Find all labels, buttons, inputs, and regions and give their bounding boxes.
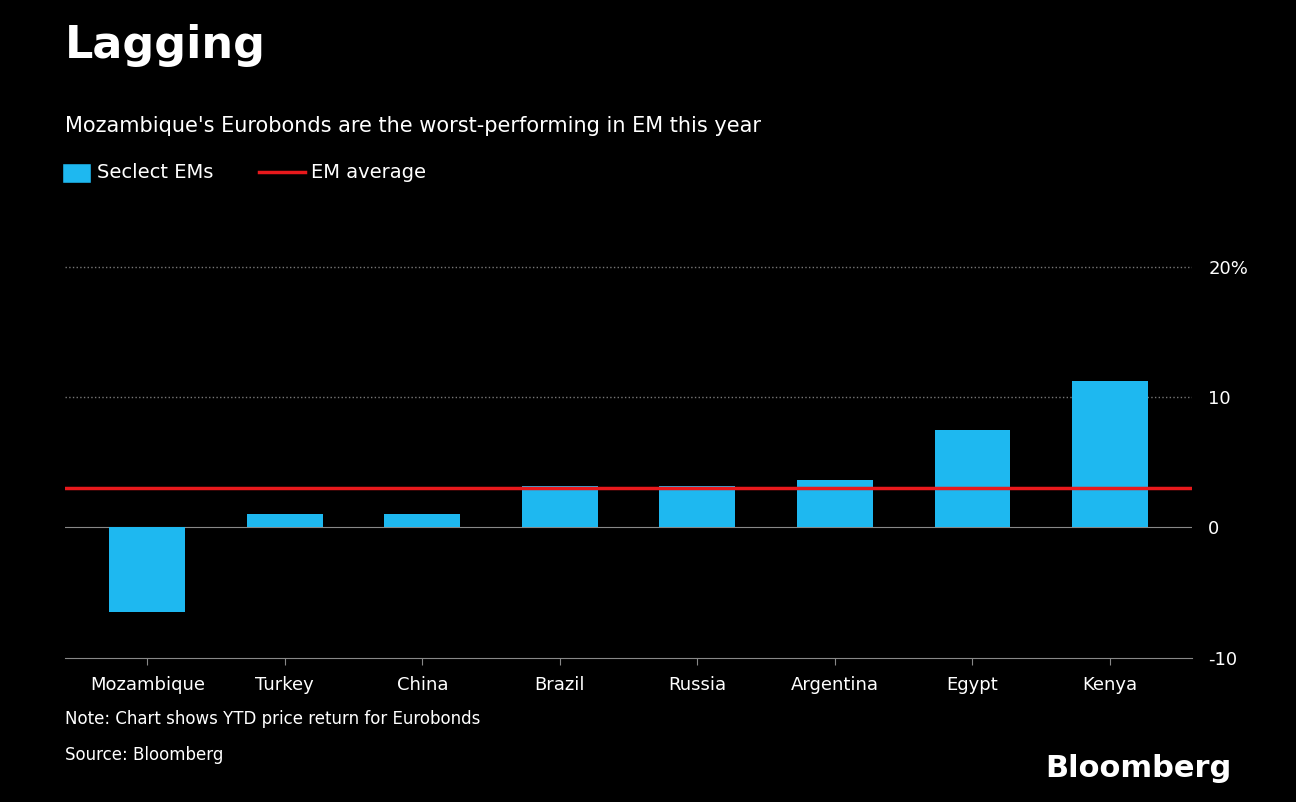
Text: Bloomberg: Bloomberg xyxy=(1045,754,1231,783)
Text: Note: Chart shows YTD price return for Eurobonds: Note: Chart shows YTD price return for E… xyxy=(65,710,481,727)
Bar xyxy=(797,480,872,528)
Bar xyxy=(934,430,1010,528)
Text: EM average: EM average xyxy=(311,163,426,182)
Bar xyxy=(385,514,460,528)
Text: Seclect EMs: Seclect EMs xyxy=(97,163,214,182)
Bar xyxy=(1072,382,1148,528)
Bar xyxy=(248,514,323,528)
Text: Lagging: Lagging xyxy=(65,24,266,67)
Bar xyxy=(660,486,735,528)
Bar xyxy=(109,528,185,612)
Bar xyxy=(522,486,597,528)
Text: Mozambique's Eurobonds are the worst-performing in EM this year: Mozambique's Eurobonds are the worst-per… xyxy=(65,116,761,136)
Text: Source: Bloomberg: Source: Bloomberg xyxy=(65,746,223,764)
